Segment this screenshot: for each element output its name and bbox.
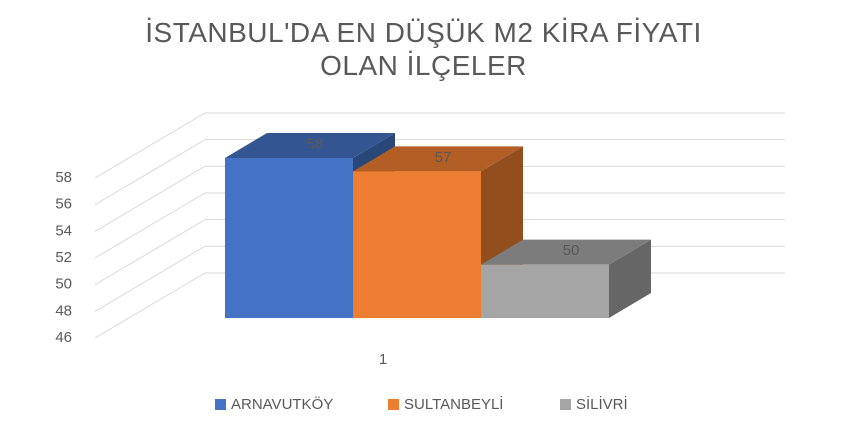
y-tick-label: 48 xyxy=(55,302,72,319)
y-tick-label: 56 xyxy=(55,196,72,213)
bar-top xyxy=(481,239,651,265)
y-tick-label: 58 xyxy=(55,169,72,186)
data-label: 57 xyxy=(435,149,452,166)
grid-line xyxy=(94,112,206,179)
grid-line xyxy=(94,219,206,286)
bar xyxy=(225,158,353,318)
y-tick-label: 46 xyxy=(55,329,72,346)
grid-line xyxy=(94,165,206,232)
bar xyxy=(481,264,609,318)
y-tick-label: 50 xyxy=(55,276,72,293)
legend-label: SULTANBEYLİ xyxy=(404,395,503,413)
grid-line xyxy=(94,192,206,259)
chart-title: İSTANBUL'DA EN DÜŞÜK M2 KİRA FİYATI OLAN… xyxy=(145,17,702,81)
legend-swatch xyxy=(388,399,399,410)
bar-side xyxy=(609,239,651,318)
bar-top xyxy=(225,133,395,158)
y-tick-label: 52 xyxy=(55,249,72,266)
data-label: 58 xyxy=(307,135,324,152)
grid-line xyxy=(94,139,206,206)
legend-label: ARNAVUTKÖY xyxy=(231,395,333,413)
bar-top xyxy=(353,146,523,172)
bar xyxy=(353,171,481,318)
legend-label: SİLİVRİ xyxy=(576,395,628,413)
data-label: 50 xyxy=(563,242,580,259)
legend-swatch xyxy=(560,399,571,410)
grid-line xyxy=(94,272,206,339)
legend-swatch xyxy=(215,399,226,410)
x-tick-label: 1 xyxy=(379,351,387,368)
grid-line xyxy=(94,245,206,312)
y-tick-label: 54 xyxy=(55,222,72,239)
